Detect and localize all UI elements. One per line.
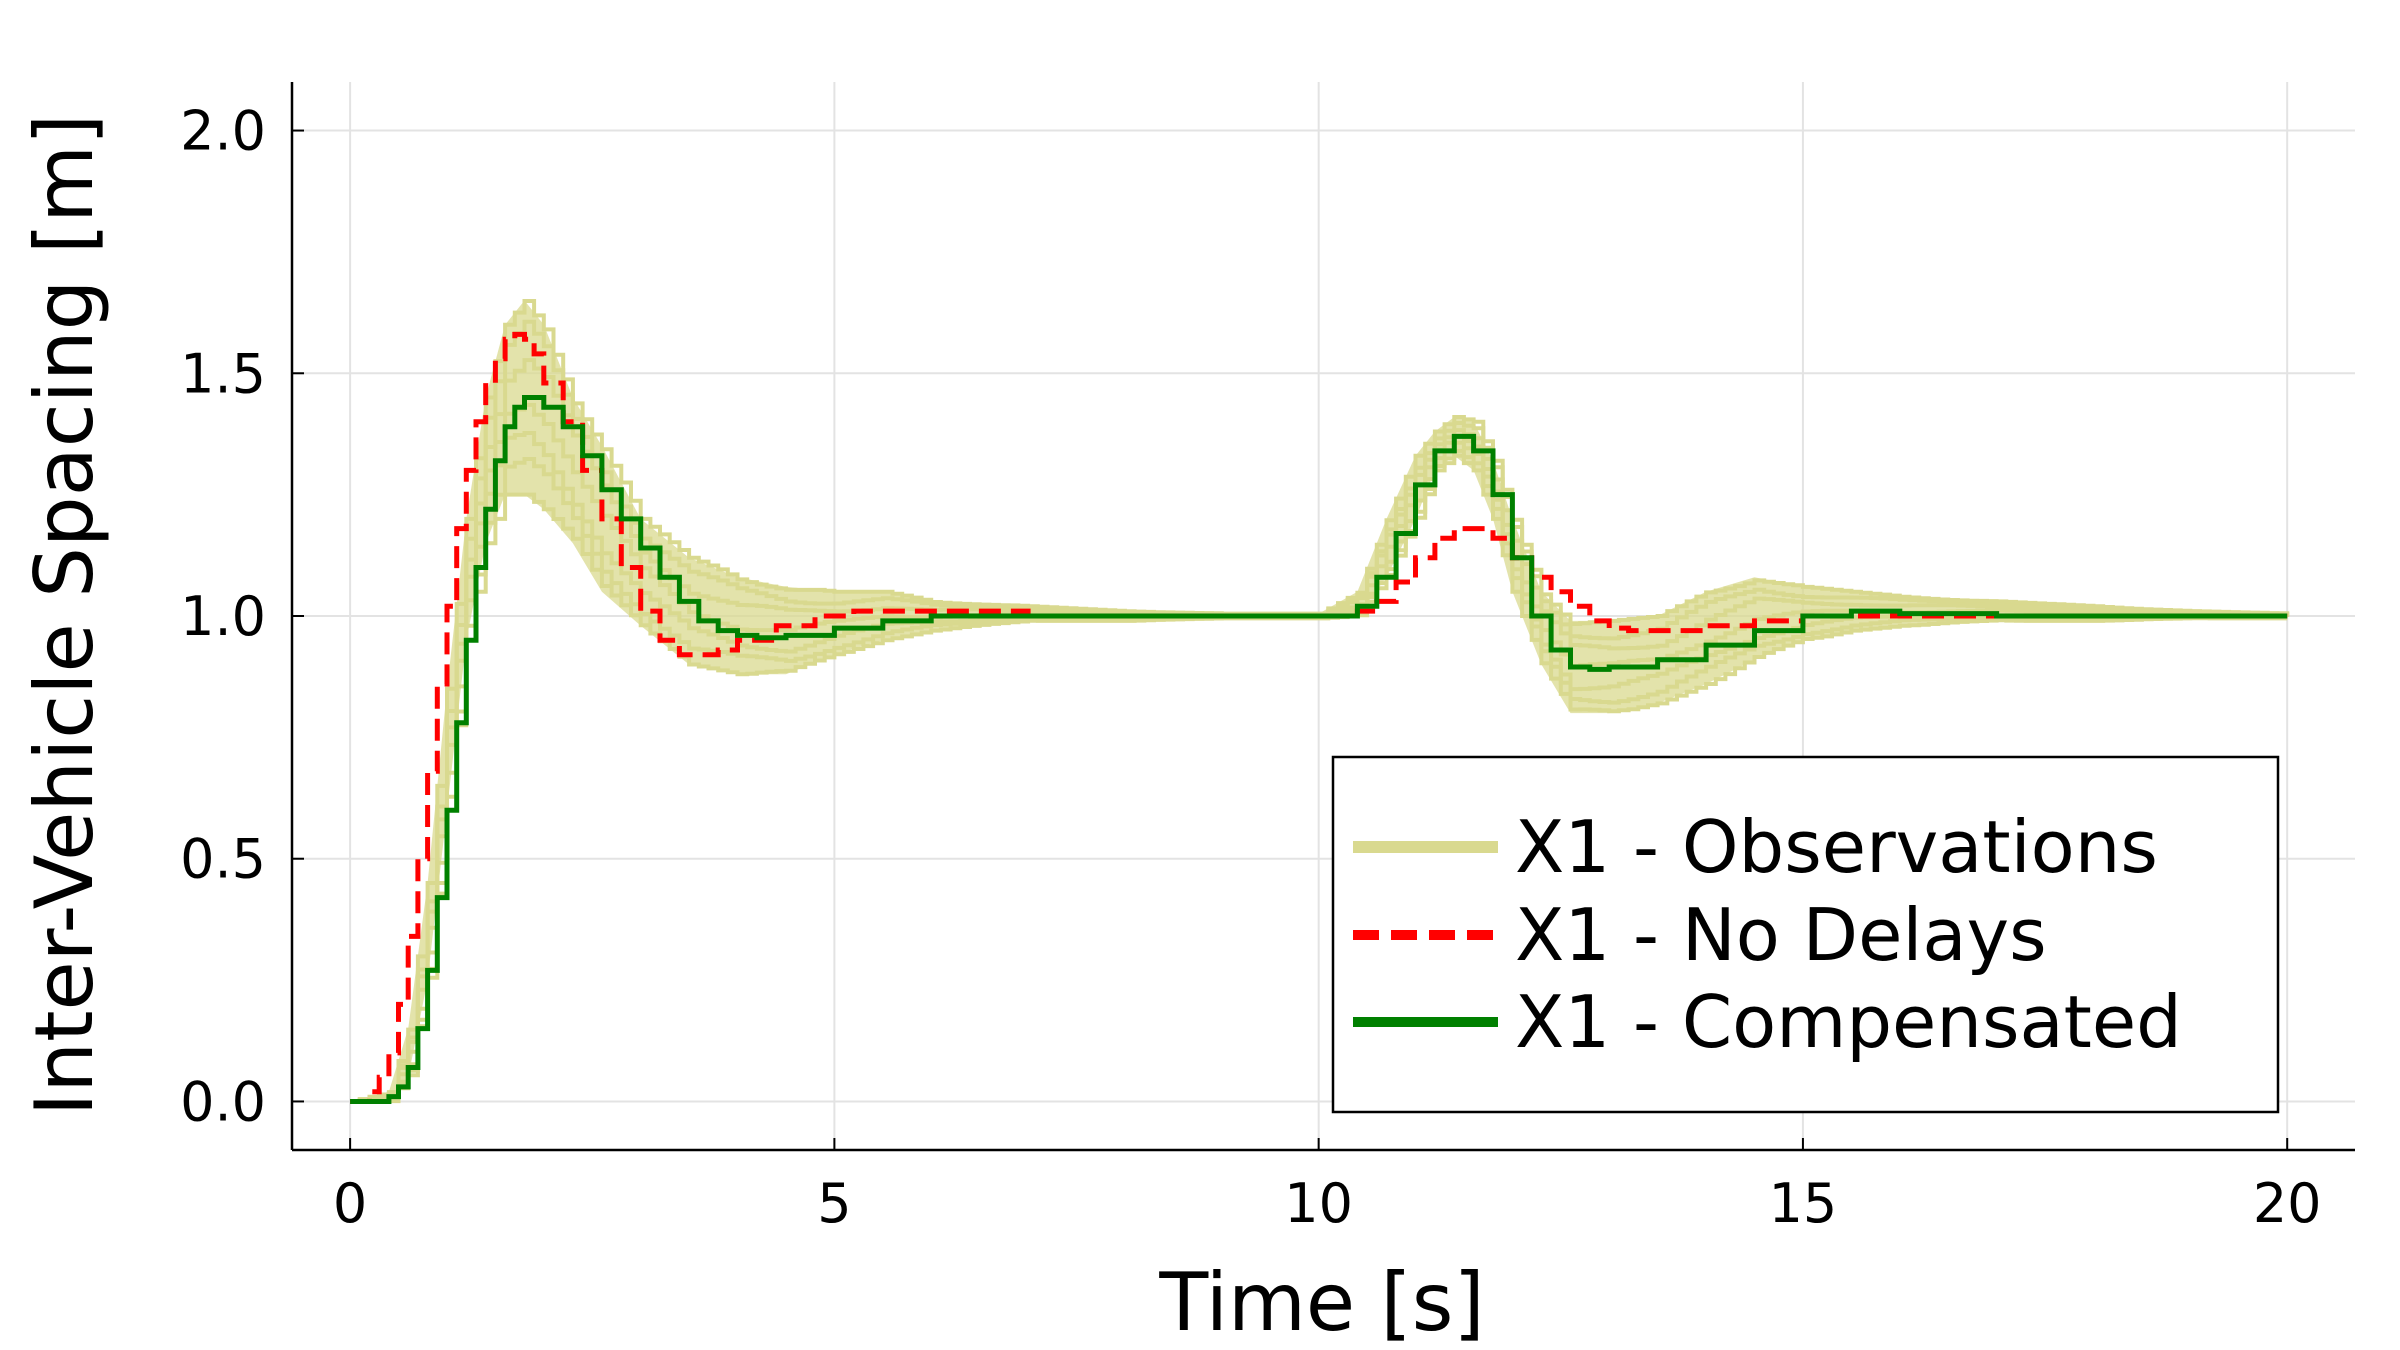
y-tick-label-2: 1.0 <box>180 585 266 648</box>
x-tick-label-3: 15 <box>1769 1172 1838 1235</box>
legend-entry-compensated: X1 - Compensated <box>1353 980 2182 1064</box>
series-lines <box>350 331 2288 1104</box>
legend-entry-no-delays: X1 - No Delays <box>1353 893 2047 977</box>
legend-label-compensated: X1 - Compensated <box>1515 980 2182 1064</box>
y-tick-label-3: 1.5 <box>180 342 266 405</box>
legend: X1 - Observations X1 - No Delays X1 - Co… <box>1331 755 2280 1114</box>
y-axis-title: Inter-Vehicle Spacing [m] <box>18 114 111 1116</box>
y-tick-label-4: 2.0 <box>180 100 266 163</box>
legend-label-observations: X1 - Observations <box>1515 805 2158 889</box>
x-tick-label-1: 5 <box>817 1172 851 1235</box>
x-tick-label-0: 0 <box>333 1172 367 1235</box>
x-tick-label-4: 20 <box>2253 1172 2322 1235</box>
legend-entry-observations: X1 - Observations <box>1353 805 2158 889</box>
series-line-no-delays <box>350 331 2288 1104</box>
observation-trace <box>350 299 2290 1104</box>
y-tick-label-1: 0.5 <box>180 828 266 891</box>
y-tick-label-0: 0.0 <box>180 1070 266 1133</box>
x-axis-title: Time [s] <box>1158 1256 1484 1349</box>
legend-label-no-delays: X1 - No Delays <box>1515 893 2047 977</box>
x-tick-label-2: 10 <box>1284 1172 1353 1235</box>
ticks: 0 5 10 15 20 0.0 0.5 1.0 1.5 2.0 <box>180 100 2321 1235</box>
series-line-compensated <box>350 395 2288 1104</box>
